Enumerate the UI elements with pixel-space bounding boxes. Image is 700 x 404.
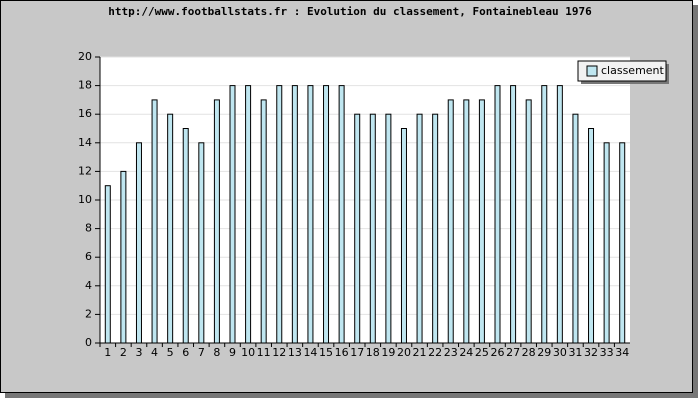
y-tick-label: 6 [85,250,92,263]
legend-swatch [586,65,598,77]
bar [463,99,470,344]
bar [354,113,361,344]
bar [151,99,158,344]
x-tick-label: 18 [366,346,380,359]
x-tick-label: 17 [350,346,364,359]
y-tick-label: 18 [78,79,92,92]
y-tick-label: 16 [78,107,92,120]
y-tick-label: 14 [78,136,92,149]
bar [432,113,439,344]
bar [229,85,236,344]
y-tick-label: 20 [78,50,92,63]
bar [291,85,298,344]
bar [525,99,532,344]
bar [447,99,454,344]
y-tick-label: 4 [85,279,92,292]
x-tick-label: 24 [459,346,473,359]
x-tick-label: 7 [198,346,205,359]
x-tick-label: 1 [104,346,111,359]
x-tick-label: 28 [522,346,536,359]
x-tick-label: 32 [584,346,598,359]
bar [182,128,189,344]
bar [104,185,111,344]
x-tick-label: 11 [257,346,271,359]
chart-title: http://www.footballstats.fr : Evolution … [108,5,592,18]
bar [572,113,579,344]
bar [198,142,205,344]
x-tick-label: 14 [303,346,317,359]
x-tick-label: 22 [428,346,442,359]
bar [494,85,501,344]
legend-label: classement [601,64,665,77]
bar [556,85,563,344]
bar [260,99,267,344]
x-tick-label: 2 [120,346,127,359]
bar [416,113,423,344]
x-tick-label: 12 [272,346,286,359]
bar [510,85,517,344]
bar [307,85,314,344]
x-tick-label: 33 [600,346,614,359]
bar [213,99,220,344]
x-tick-label: 27 [506,346,520,359]
x-tick-label: 23 [444,346,458,359]
x-tick-label: 20 [397,346,411,359]
x-tick-label: 9 [229,346,236,359]
x-tick-label: 15 [319,346,333,359]
bar [369,113,376,344]
x-tick-label: 5 [167,346,174,359]
bar [588,128,595,344]
bar [478,99,485,344]
bar [338,85,345,344]
x-tick-label: 16 [335,346,349,359]
x-tick-label: 6 [182,346,189,359]
x-tick-label: 34 [615,346,629,359]
x-tick-label: 21 [413,346,427,359]
x-tick-label: 10 [241,346,255,359]
bar [541,85,548,344]
bar [385,113,392,344]
bar [167,113,174,344]
y-tick-label: 2 [85,307,92,320]
bar [245,85,252,344]
x-tick-label: 4 [151,346,158,359]
x-tick-label: 31 [568,346,582,359]
x-tick-label: 3 [135,346,142,359]
x-tick-label: 13 [288,346,302,359]
x-tick-label: 25 [475,346,489,359]
bar [120,170,127,344]
bar [135,142,142,344]
bar [619,142,626,344]
x-tick-label: 29 [537,346,551,359]
bar [603,142,610,344]
bar [276,85,283,344]
y-tick-label: 0 [85,336,92,349]
y-tick-label: 12 [78,164,92,177]
x-tick-label: 26 [491,346,505,359]
x-tick-label: 8 [213,346,220,359]
bar [400,128,407,344]
y-tick-label: 10 [78,193,92,206]
bar [323,85,330,344]
x-tick-label: 30 [553,346,567,359]
legend-box [577,60,667,82]
y-tick-label: 8 [85,222,92,235]
x-tick-label: 19 [381,346,395,359]
